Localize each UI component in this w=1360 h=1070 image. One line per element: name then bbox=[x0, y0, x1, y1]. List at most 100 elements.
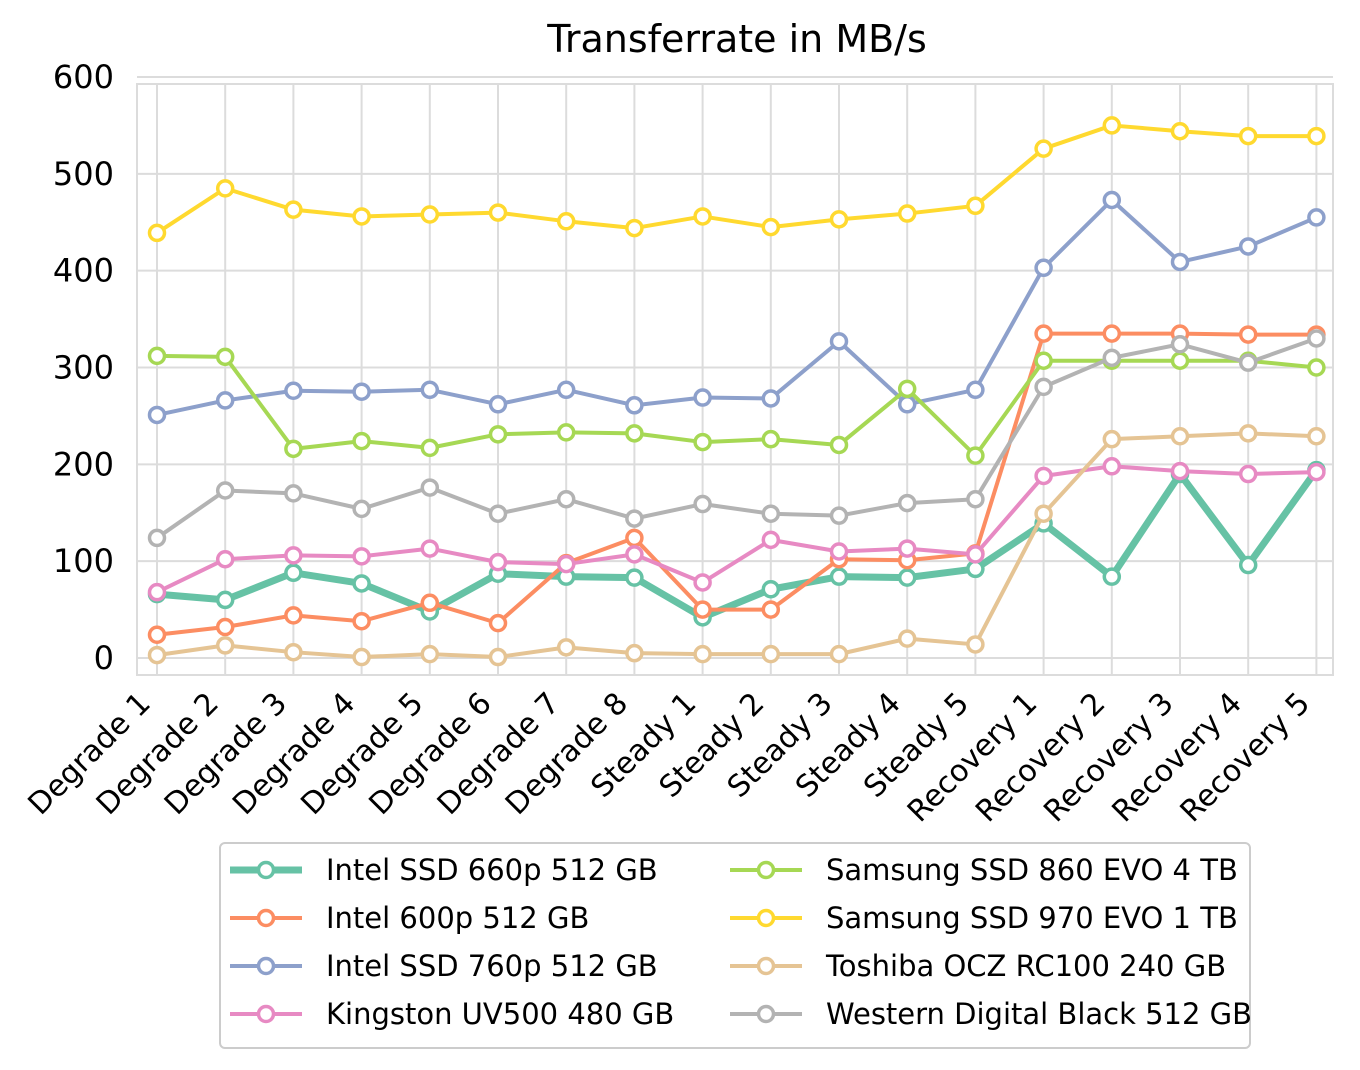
data-point bbox=[284, 606, 303, 625]
data-point bbox=[147, 223, 167, 243]
data-point bbox=[488, 552, 508, 572]
legend-swatch-marker bbox=[256, 956, 276, 976]
y-tick-label: 600 bbox=[53, 58, 114, 96]
data-point bbox=[352, 647, 371, 667]
data-point bbox=[147, 582, 167, 602]
data-point bbox=[897, 379, 917, 399]
data-point bbox=[1034, 377, 1053, 397]
legend-swatch-marker bbox=[756, 956, 776, 976]
data-point bbox=[625, 545, 644, 564]
data-point bbox=[556, 489, 576, 509]
data-point bbox=[1034, 258, 1053, 278]
data-point bbox=[625, 509, 644, 528]
data-point bbox=[1307, 427, 1326, 446]
data-point bbox=[420, 380, 440, 400]
data-point bbox=[829, 542, 849, 561]
data-point bbox=[352, 207, 371, 226]
legend-label: Samsung SSD 860 EVO 4 TB bbox=[826, 853, 1238, 887]
data-point bbox=[284, 200, 303, 219]
data-point bbox=[1034, 324, 1053, 343]
data-point bbox=[966, 545, 985, 564]
legend-label: Intel 600p 512 GB bbox=[326, 901, 589, 935]
data-point bbox=[625, 218, 644, 238]
series-line bbox=[156, 464, 1317, 594]
data-point bbox=[556, 638, 576, 657]
data-point bbox=[1170, 351, 1190, 370]
data-point bbox=[556, 212, 576, 231]
data-point bbox=[284, 563, 303, 583]
data-point bbox=[1238, 353, 1258, 372]
data-point bbox=[352, 382, 371, 401]
data-point bbox=[284, 381, 303, 400]
data-point bbox=[488, 504, 508, 523]
data-point bbox=[1238, 126, 1258, 146]
data-point bbox=[215, 347, 235, 367]
series-lines bbox=[147, 116, 1326, 667]
data-point bbox=[352, 499, 371, 519]
legend-item-western-digital-black-512-gb: Western Digital Black 512 GB bbox=[730, 997, 1252, 1031]
data-point bbox=[829, 210, 849, 229]
data-point bbox=[556, 423, 576, 442]
plot-frame bbox=[136, 83, 1334, 676]
data-point bbox=[1170, 335, 1190, 354]
legend-box bbox=[219, 842, 1251, 1049]
legend-label: Intel SSD 760p 512 GB bbox=[326, 949, 658, 983]
series-line bbox=[156, 468, 1320, 621]
data-point bbox=[761, 580, 781, 599]
data-point bbox=[625, 568, 644, 587]
data-point bbox=[1102, 324, 1122, 343]
data-point bbox=[897, 568, 917, 587]
data-point bbox=[1034, 504, 1053, 523]
chart-title: Transferrate in MB/s bbox=[546, 17, 927, 61]
data-point bbox=[215, 636, 235, 655]
data-point bbox=[966, 489, 985, 509]
data-point bbox=[1170, 121, 1190, 141]
data-point bbox=[625, 643, 644, 663]
series-intel-ssd-760p-512-gb bbox=[147, 190, 1326, 425]
data-point bbox=[761, 429, 781, 449]
data-point bbox=[829, 435, 849, 455]
data-point bbox=[1034, 351, 1053, 370]
data-point bbox=[147, 346, 167, 366]
data-point bbox=[1307, 358, 1326, 377]
data-point bbox=[215, 481, 235, 500]
legend-swatch-marker bbox=[256, 908, 276, 928]
y-axis-ticks: 0 100 200 300 400 500 600 bbox=[53, 58, 114, 677]
data-point bbox=[761, 389, 781, 408]
series-kingston-uv500-480-gb bbox=[147, 457, 1326, 602]
data-point bbox=[1102, 190, 1122, 210]
series-toshiba-ocz-rc100-240-gb bbox=[147, 424, 1326, 667]
data-point bbox=[829, 567, 849, 586]
y-tick-label: 500 bbox=[53, 155, 114, 193]
data-point bbox=[625, 424, 644, 443]
data-point bbox=[488, 425, 508, 444]
data-point bbox=[761, 600, 781, 619]
data-point bbox=[1170, 252, 1190, 272]
data-point bbox=[147, 405, 167, 425]
data-point bbox=[1238, 424, 1258, 443]
legend: Intel SSD 660p 512 GB Intel 600p 512 GB In… bbox=[219, 842, 1252, 1049]
data-point bbox=[1034, 466, 1053, 486]
data-point bbox=[420, 539, 440, 558]
data-point bbox=[897, 204, 917, 223]
data-point bbox=[352, 547, 371, 566]
data-point bbox=[556, 554, 576, 574]
data-point bbox=[488, 203, 508, 222]
data-point bbox=[966, 380, 985, 400]
data-point bbox=[147, 528, 167, 548]
data-point bbox=[829, 506, 849, 525]
y-tick-label: 0 bbox=[94, 639, 114, 677]
data-point bbox=[693, 573, 712, 592]
data-point bbox=[1102, 348, 1122, 368]
data-point bbox=[1102, 457, 1122, 476]
series-intel-ssd-660p-512-gb bbox=[147, 460, 1326, 627]
legend-swatch-marker bbox=[256, 1004, 276, 1024]
legend-label: Toshiba OCZ RC100 240 GB bbox=[825, 949, 1226, 983]
data-point bbox=[1102, 567, 1122, 586]
legend-swatch-marker bbox=[756, 860, 776, 880]
y-tick-label: 300 bbox=[53, 349, 114, 387]
data-point bbox=[897, 395, 917, 414]
data-point bbox=[284, 546, 303, 565]
data-point bbox=[1238, 237, 1258, 256]
